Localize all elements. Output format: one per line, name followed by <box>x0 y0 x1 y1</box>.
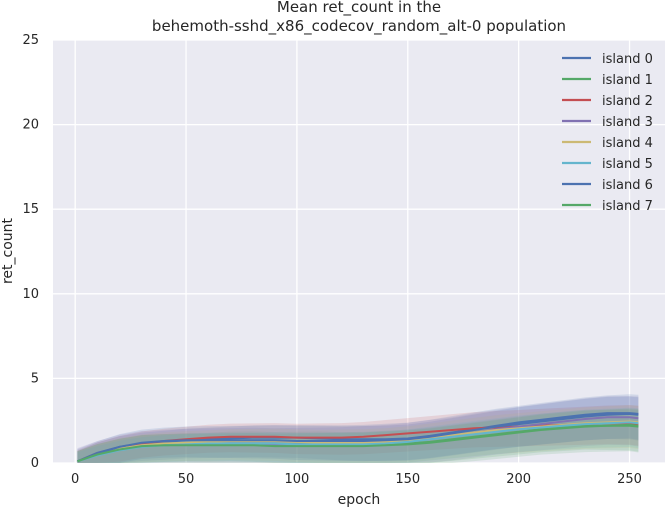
x-tick-label: 0 <box>71 472 79 487</box>
legend-label: island 7 <box>602 199 653 214</box>
band-island-2 <box>77 405 639 463</box>
x-axis-label: epoch <box>338 492 381 507</box>
x-tick-label: 100 <box>284 472 309 487</box>
y-tick-label: 10 <box>22 287 39 302</box>
band-island-3 <box>77 395 639 463</box>
legend: island 0 island 1 island 2 island 3 island 4… <box>562 52 653 214</box>
y-tick-label: 5 <box>31 371 39 386</box>
band-island-7 <box>77 408 639 463</box>
y-tick-label: 20 <box>22 118 39 133</box>
x-tick-label: 250 <box>617 472 642 487</box>
y-tick-label: 25 <box>22 33 39 48</box>
legend-label: island 2 <box>602 94 653 109</box>
band-island-5 <box>77 407 639 463</box>
y-tick-label: 0 <box>31 456 39 471</box>
legend-label: island 3 <box>602 115 653 130</box>
series-lines <box>77 412 639 463</box>
x-tick-label: 50 <box>178 472 195 487</box>
chart-subtitle: behemoth-sshd_x86_codecov_random_alt-0 p… <box>152 17 566 36</box>
y-tick-label: 15 <box>22 202 39 217</box>
chart-title: Mean ret_count in the <box>277 0 441 17</box>
legend-label: island 6 <box>602 178 653 193</box>
axis-ticks: 0 50 100 150 200 250 0 5 10 15 20 25 <box>22 33 641 487</box>
plot-area <box>53 40 665 463</box>
band-island-4 <box>77 405 639 463</box>
legend-label: island 4 <box>602 136 653 151</box>
line-island-6 <box>77 412 639 463</box>
x-tick-label: 200 <box>506 472 531 487</box>
x-tick-label: 150 <box>395 472 420 487</box>
legend-label: island 5 <box>602 157 653 172</box>
legend-label: island 0 <box>602 52 653 67</box>
grid-lines <box>53 39 665 464</box>
band-island-0 <box>77 396 639 463</box>
line-island-7 <box>77 423 639 463</box>
legend-label: island 1 <box>602 73 653 88</box>
y-axis-label: ret_count <box>0 217 16 284</box>
